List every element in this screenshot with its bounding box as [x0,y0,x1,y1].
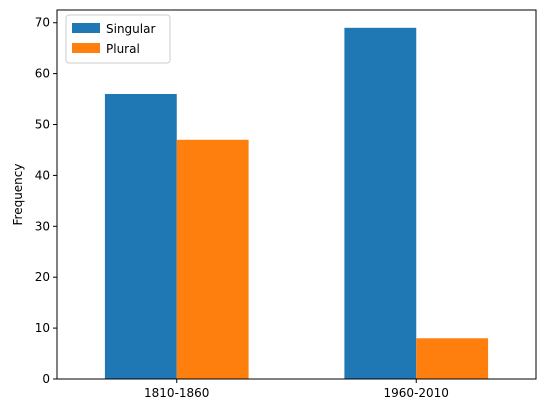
y-tick-label: 30 [35,219,50,233]
bar-singular-1960-2010 [344,27,417,380]
y-tick-label: 70 [35,16,50,30]
bar-singular-1810-1860 [104,93,177,379]
bar-plural-1960-2010 [416,338,489,379]
y-axis: 0 10 20 30 40 50 60 70 [35,16,57,386]
bars-group [104,27,489,380]
bar-plural-1810-1860 [176,139,249,379]
legend-label-plural: Plural [106,42,140,56]
plot-frame [56,9,537,380]
y-tick-label: 0 [42,372,50,386]
y-tick-label: 20 [35,270,50,284]
y-tick-label: 40 [35,168,50,182]
x-tick-label: 1960-2010 [384,386,449,400]
y-tick-label: 60 [35,67,50,81]
legend-swatch-singular [72,23,100,33]
x-tick-label: 1810-1860 [144,386,209,400]
legend: Singular Plural [65,14,171,64]
legend-label-singular: Singular [106,22,155,36]
legend-swatch-plural [72,43,100,53]
y-tick-label: 50 [35,118,50,132]
y-axis-label: Frequency [11,164,25,226]
x-axis: 1810-1860 1960-2010 [144,379,449,400]
y-tick-label: 10 [35,321,50,335]
